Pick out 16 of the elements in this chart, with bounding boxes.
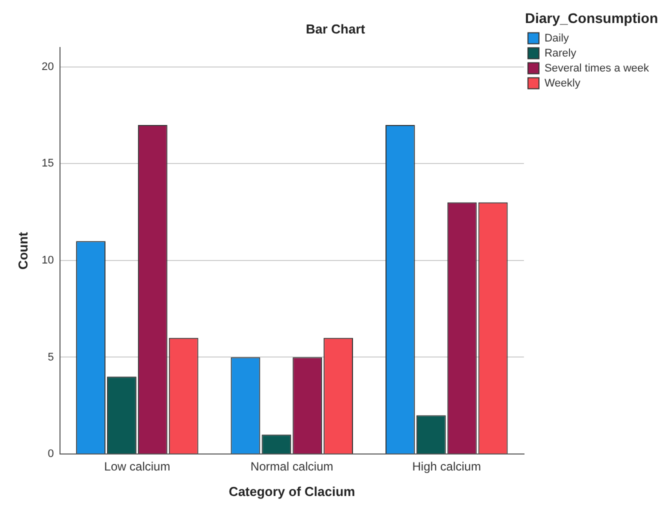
y-tick-label: 10 — [42, 254, 54, 267]
y-tick-label: 0 — [48, 448, 54, 460]
y-tick-label: 15 — [42, 158, 54, 170]
y-tick-label: 5 — [48, 351, 54, 364]
legend-label: Several times a week — [544, 62, 650, 74]
x-tick-label: High calcium — [412, 460, 481, 474]
chart-title: Bar Chart — [306, 21, 366, 36]
y-tick-label: 20 — [42, 60, 54, 73]
legend-label: Weekly — [544, 77, 581, 90]
x-tick-label: Normal calcium — [250, 460, 334, 474]
x-tick-label: Low calcium — [104, 460, 170, 474]
y-axis-title: Count — [15, 231, 30, 270]
x-axis-title: Category of Clacium — [228, 484, 356, 499]
legend-label: Daily — [544, 32, 570, 44]
legend-label: Rarely — [544, 47, 577, 60]
legend-title: Diary_Consumption — [524, 10, 658, 26]
